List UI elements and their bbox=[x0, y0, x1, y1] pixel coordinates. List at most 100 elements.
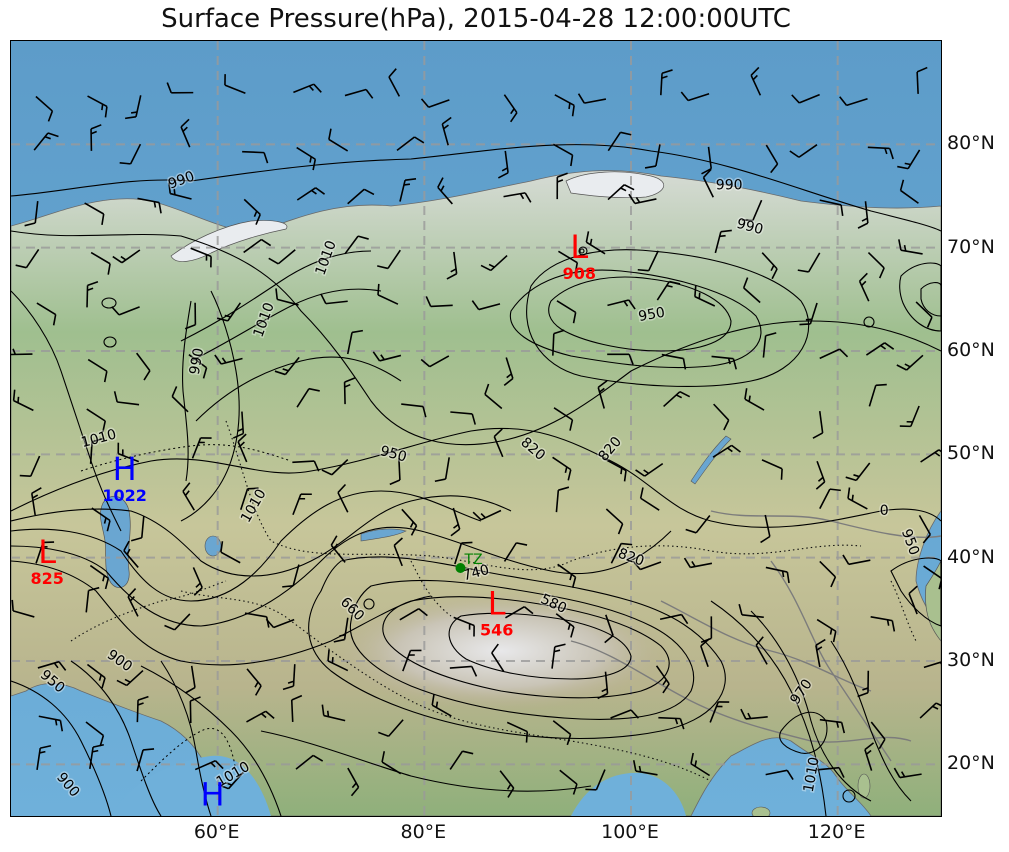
taiwan-island bbox=[857, 773, 871, 799]
wind-barb bbox=[760, 514, 771, 544]
wind-barb bbox=[472, 509, 502, 521]
wind-barb bbox=[127, 588, 139, 617]
wind-barb bbox=[597, 380, 608, 409]
hainan-island bbox=[751, 806, 771, 816]
wind-barb bbox=[89, 437, 103, 464]
wind-barb bbox=[124, 95, 142, 120]
wind-barb bbox=[446, 251, 458, 280]
wind-barb bbox=[420, 355, 450, 368]
wind-barb bbox=[90, 251, 111, 275]
wind-barb bbox=[761, 459, 783, 480]
wind-barb bbox=[454, 541, 473, 565]
wind-barb bbox=[275, 288, 299, 306]
wind-barb bbox=[713, 403, 730, 431]
wind-barb bbox=[190, 247, 212, 268]
wind-barb bbox=[857, 670, 870, 698]
wind-barb bbox=[11, 348, 33, 356]
wind-barb bbox=[344, 88, 374, 99]
wind-barb bbox=[919, 702, 941, 719]
wind-barb bbox=[450, 411, 477, 425]
wind-barb bbox=[399, 608, 428, 621]
wind-barb bbox=[189, 696, 201, 724]
wind-barb bbox=[694, 285, 716, 307]
wind-barb bbox=[585, 231, 606, 255]
wind-barb bbox=[897, 149, 921, 170]
wind-barb bbox=[24, 201, 39, 227]
wind-barb bbox=[36, 744, 52, 771]
wind-barb bbox=[585, 769, 606, 791]
wind-barb bbox=[628, 193, 657, 205]
wind-barb bbox=[815, 460, 826, 490]
wind-barb bbox=[864, 742, 875, 771]
wind-barb bbox=[85, 721, 105, 747]
wind-barb bbox=[867, 146, 894, 160]
latitude-tick-label: 50°N bbox=[947, 442, 995, 465]
wind-barb bbox=[663, 390, 691, 408]
graticule bbox=[11, 41, 941, 816]
wind-barb bbox=[89, 564, 110, 590]
wind-barb bbox=[191, 437, 212, 459]
wind-barb bbox=[136, 748, 155, 772]
wind-barb bbox=[164, 613, 191, 631]
wind-barb bbox=[450, 507, 461, 537]
wind-barb bbox=[908, 585, 918, 615]
wind-barb bbox=[194, 759, 224, 771]
wind-barb bbox=[553, 407, 574, 431]
wind-barb bbox=[610, 542, 633, 564]
wind-barb bbox=[858, 272, 870, 302]
wind-barb bbox=[243, 238, 272, 254]
map-plot-area[interactable]: 990 990 990 950 1010 1010 990 1010 950 820 820 1010… bbox=[10, 40, 942, 817]
wind-barb bbox=[182, 482, 195, 511]
wind-barb bbox=[711, 355, 737, 370]
tibetan-plateau bbox=[331, 591, 671, 711]
wind-barb bbox=[597, 671, 609, 700]
latitude-tick-label: 40°N bbox=[947, 545, 995, 568]
high-pressure-symbol: H bbox=[113, 450, 137, 488]
wind-barb bbox=[244, 612, 270, 628]
wind-barb bbox=[343, 377, 356, 405]
wind-barb bbox=[755, 636, 768, 665]
wind-barb bbox=[35, 541, 55, 564]
wind-barb bbox=[346, 329, 364, 355]
wind-barb bbox=[555, 486, 570, 513]
map-title: Surface Pressure(hPa), 2015-04-28 12:00:… bbox=[161, 4, 791, 34]
wind-barb bbox=[216, 302, 242, 322]
wind-barb bbox=[171, 386, 189, 413]
wind-barb bbox=[347, 188, 375, 205]
wind-barb bbox=[30, 487, 42, 516]
wind-barb bbox=[296, 187, 326, 201]
wind-barb bbox=[91, 507, 111, 532]
wind-barb bbox=[136, 352, 151, 381]
wind-barb bbox=[741, 199, 763, 222]
wind-barb bbox=[246, 668, 262, 696]
wind-barb bbox=[857, 201, 869, 229]
contour-label: 0 bbox=[880, 503, 889, 519]
arabian-sea bbox=[111, 755, 271, 816]
pressure-center-value: 546 bbox=[480, 621, 513, 640]
low-pressure-symbol: L bbox=[38, 533, 56, 571]
wind-barb bbox=[712, 444, 741, 458]
low-pressure-symbol: L bbox=[488, 585, 506, 623]
pressure-center-value: 908 bbox=[563, 264, 596, 283]
wind-barb bbox=[36, 302, 57, 326]
wind-barb bbox=[607, 299, 636, 310]
wind-barb bbox=[816, 618, 837, 643]
wind-barb bbox=[765, 144, 779, 174]
wind-barb bbox=[839, 96, 868, 107]
wind-barb bbox=[714, 229, 732, 254]
wind-barb bbox=[604, 614, 614, 644]
wind-barb bbox=[337, 483, 349, 513]
wind-barb bbox=[220, 541, 241, 564]
station-marker[interactable]: TZ bbox=[455, 552, 483, 573]
wind-barb bbox=[503, 357, 514, 386]
wind-barbs bbox=[11, 66, 941, 798]
country-borders bbox=[70, 420, 917, 782]
wind-barb bbox=[372, 351, 402, 362]
wind-barb bbox=[296, 387, 320, 408]
contour-label: 990 bbox=[716, 178, 743, 194]
wind-barb bbox=[111, 306, 140, 316]
station-dot[interactable] bbox=[455, 563, 466, 573]
wind-barb bbox=[453, 616, 475, 637]
wind-barb bbox=[333, 617, 349, 643]
